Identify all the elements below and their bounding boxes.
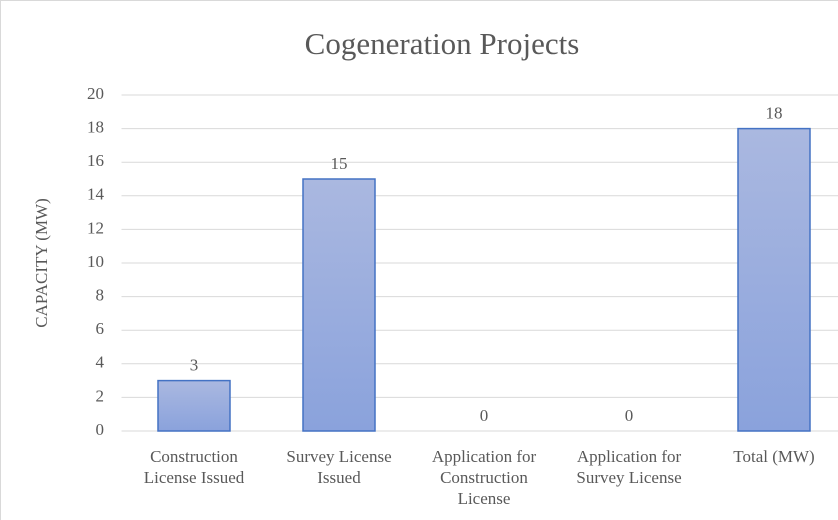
x-tick-label: Total (MW)	[733, 447, 815, 466]
y-tick-label: 20	[87, 84, 104, 103]
x-tick-label: Application for Survey License	[576, 447, 682, 487]
data-label: 3	[190, 356, 199, 375]
x-tick-label: Application for Construction License	[431, 447, 537, 508]
data-label: 0	[480, 406, 489, 425]
x-tick-label: Construction License Issued	[143, 447, 245, 487]
y-tick-label: 2	[96, 386, 105, 405]
y-tick-label: 12	[87, 218, 104, 237]
bar	[302, 178, 376, 432]
data-label: 0	[625, 406, 634, 425]
y-tick-label: 14	[87, 185, 105, 204]
y-tick-label: 6	[96, 319, 105, 338]
y-tick-label: 10	[87, 252, 104, 271]
chart-title: Cogeneration Projects	[305, 26, 580, 61]
y-tick-label: 18	[87, 118, 104, 137]
y-tick-label: 8	[96, 286, 105, 305]
y-tick-label: 0	[96, 420, 105, 439]
y-tick-label: 4	[96, 353, 105, 372]
y-tick-label: 16	[87, 151, 104, 170]
bar	[737, 127, 811, 432]
data-label: 15	[331, 154, 348, 173]
bar	[157, 379, 231, 432]
data-label: 18	[766, 104, 783, 123]
x-tick-label: Survey License Issued	[286, 447, 392, 487]
y-axis-label: CAPACITY (MW)	[32, 198, 51, 328]
